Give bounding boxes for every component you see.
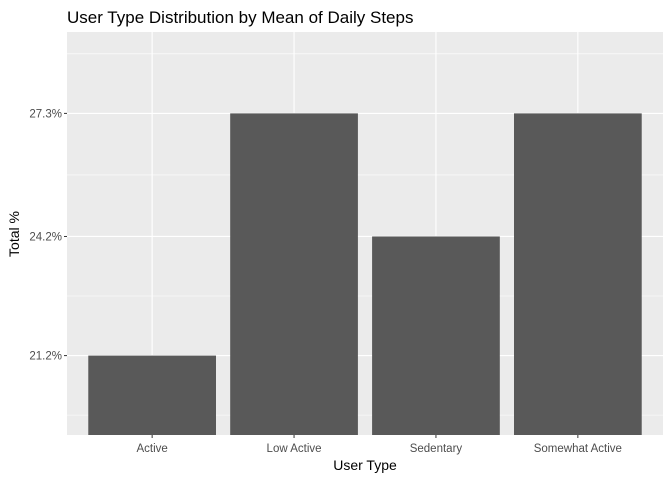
y-axis-title: Total % [6, 211, 22, 257]
y-tick-label: 27.3% [29, 108, 62, 120]
x-tick-label: Low Active [267, 443, 322, 455]
x-tick-label: Active [136, 443, 167, 455]
bar-somewhat-active [514, 113, 642, 435]
bar-sedentary [372, 236, 500, 435]
y-tick-label: 21.2% [29, 351, 62, 363]
chart-title: User Type Distribution by Mean of Daily … [67, 8, 413, 27]
bars [88, 113, 642, 435]
bar-active [88, 355, 216, 435]
x-tick-label: Somewhat Active [534, 443, 622, 455]
x-tick-label: Sedentary [410, 443, 463, 455]
x-axis-title: User Type [333, 457, 397, 473]
y-tick-label: 24.2% [29, 231, 62, 243]
y-axis: 21.2% 24.2% 27.3% [29, 108, 67, 363]
x-axis: Active Low Active Sedentary Somewhat Active [136, 435, 622, 455]
bar-low-active [230, 113, 358, 435]
